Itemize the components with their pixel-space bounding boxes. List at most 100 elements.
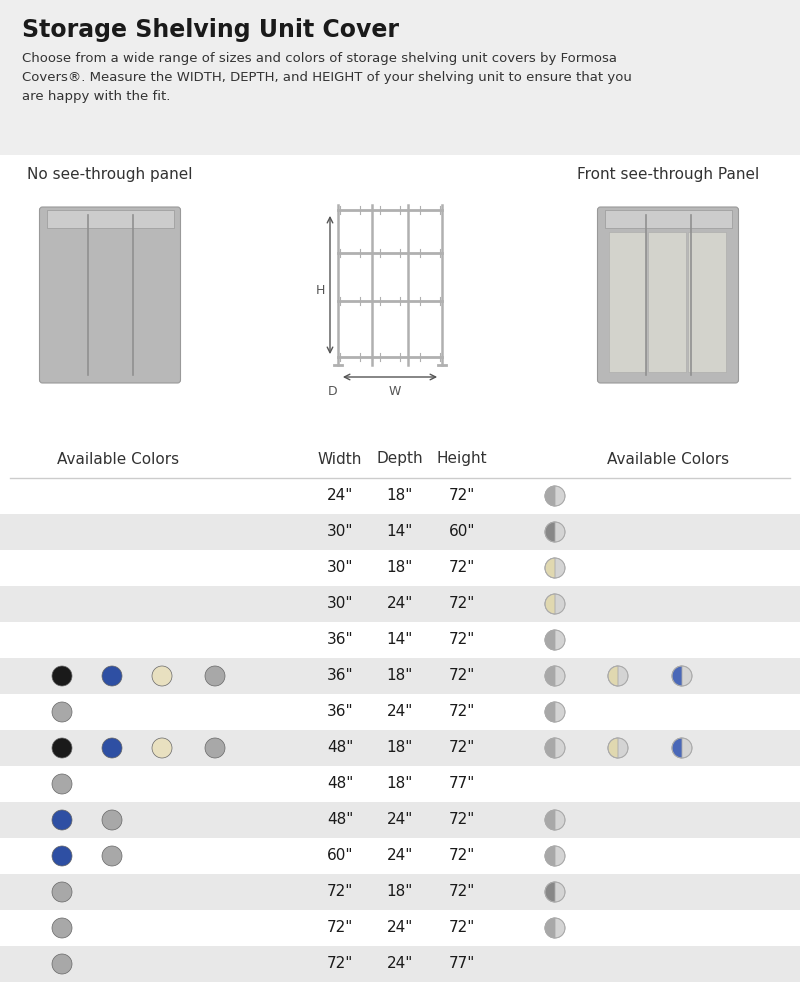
FancyBboxPatch shape <box>648 232 686 372</box>
Text: 48": 48" <box>327 776 353 792</box>
FancyBboxPatch shape <box>0 838 800 874</box>
Text: 72": 72" <box>449 488 475 504</box>
Text: Depth: Depth <box>377 452 423 466</box>
FancyBboxPatch shape <box>0 478 800 514</box>
Text: 24": 24" <box>387 956 413 972</box>
FancyBboxPatch shape <box>0 658 800 694</box>
Text: 30": 30" <box>326 596 354 611</box>
Circle shape <box>545 810 565 830</box>
Text: 72": 72" <box>327 920 353 936</box>
FancyBboxPatch shape <box>0 946 800 982</box>
Text: 72": 72" <box>327 884 353 900</box>
FancyBboxPatch shape <box>598 207 738 383</box>
Text: 24": 24" <box>387 704 413 720</box>
Text: Height: Height <box>437 452 487 466</box>
Text: 48": 48" <box>327 740 353 756</box>
Text: 72": 72" <box>449 633 475 648</box>
FancyBboxPatch shape <box>0 514 800 550</box>
Wedge shape <box>545 594 555 614</box>
FancyBboxPatch shape <box>0 694 800 730</box>
Circle shape <box>52 810 72 830</box>
Circle shape <box>52 954 72 974</box>
FancyBboxPatch shape <box>0 802 800 838</box>
FancyBboxPatch shape <box>0 440 800 478</box>
FancyBboxPatch shape <box>0 730 800 766</box>
Text: 36": 36" <box>326 668 354 684</box>
FancyBboxPatch shape <box>0 0 800 155</box>
Text: 72": 72" <box>449 560 475 576</box>
Circle shape <box>545 594 565 614</box>
Text: 36": 36" <box>326 633 354 648</box>
Wedge shape <box>608 738 618 758</box>
FancyBboxPatch shape <box>46 210 174 228</box>
Wedge shape <box>545 558 555 578</box>
Text: Storage Shelving Unit Cover: Storage Shelving Unit Cover <box>22 18 399 42</box>
Wedge shape <box>608 666 618 686</box>
Circle shape <box>545 846 565 866</box>
Text: Width: Width <box>318 452 362 466</box>
Circle shape <box>545 630 565 650</box>
Wedge shape <box>545 702 555 722</box>
Circle shape <box>672 666 692 686</box>
Circle shape <box>152 738 172 758</box>
Text: 18": 18" <box>387 560 413 576</box>
Wedge shape <box>545 738 555 758</box>
Circle shape <box>102 846 122 866</box>
Text: 14": 14" <box>387 524 413 540</box>
Wedge shape <box>672 666 682 686</box>
Circle shape <box>52 846 72 866</box>
Circle shape <box>102 810 122 830</box>
Text: W: W <box>389 385 401 398</box>
FancyBboxPatch shape <box>688 232 726 372</box>
Circle shape <box>608 738 628 758</box>
Circle shape <box>52 918 72 938</box>
FancyBboxPatch shape <box>0 550 800 586</box>
Text: H: H <box>316 284 325 296</box>
Text: Front see-through Panel: Front see-through Panel <box>577 167 759 182</box>
Text: 72": 72" <box>449 812 475 828</box>
Wedge shape <box>672 738 682 758</box>
Wedge shape <box>545 846 555 866</box>
Text: 24": 24" <box>387 848 413 863</box>
Text: 36": 36" <box>326 704 354 720</box>
Text: 72": 72" <box>449 920 475 936</box>
Circle shape <box>205 666 225 686</box>
Circle shape <box>52 702 72 722</box>
Text: Choose from a wide range of sizes and colors of storage shelving unit covers by : Choose from a wide range of sizes and co… <box>22 52 632 103</box>
Text: 30": 30" <box>326 524 354 540</box>
Text: 14": 14" <box>387 633 413 648</box>
Text: Available Colors: Available Colors <box>607 452 729 466</box>
Text: 24": 24" <box>387 596 413 611</box>
Text: 72": 72" <box>449 884 475 900</box>
Circle shape <box>152 666 172 686</box>
FancyBboxPatch shape <box>39 207 181 383</box>
Wedge shape <box>545 630 555 650</box>
Text: 30": 30" <box>326 560 354 576</box>
FancyBboxPatch shape <box>0 155 800 440</box>
Text: 18": 18" <box>387 668 413 684</box>
Text: D: D <box>328 385 338 398</box>
Circle shape <box>52 882 72 902</box>
Text: 18": 18" <box>387 488 413 504</box>
Circle shape <box>545 486 565 506</box>
Text: 48": 48" <box>327 812 353 828</box>
FancyBboxPatch shape <box>0 622 800 658</box>
Text: 60": 60" <box>449 524 475 540</box>
Text: 72": 72" <box>449 848 475 863</box>
Circle shape <box>545 666 565 686</box>
Circle shape <box>52 666 72 686</box>
Text: 77": 77" <box>449 776 475 792</box>
Wedge shape <box>545 522 555 542</box>
Circle shape <box>545 702 565 722</box>
Text: 77": 77" <box>449 956 475 972</box>
Text: 24": 24" <box>387 812 413 828</box>
Circle shape <box>102 738 122 758</box>
Text: 18": 18" <box>387 884 413 900</box>
Text: No see-through panel: No see-through panel <box>27 167 193 182</box>
Text: 18": 18" <box>387 740 413 756</box>
Circle shape <box>672 738 692 758</box>
Text: 18": 18" <box>387 776 413 792</box>
FancyBboxPatch shape <box>605 210 731 228</box>
Wedge shape <box>545 486 555 506</box>
Circle shape <box>545 558 565 578</box>
